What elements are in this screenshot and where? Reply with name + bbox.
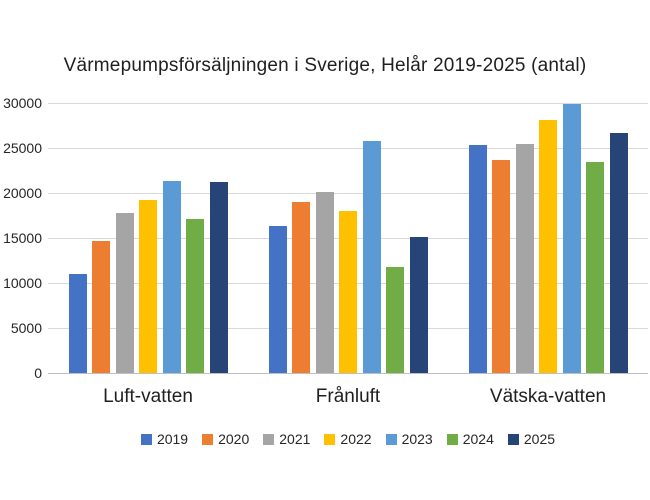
bar-2020	[92, 240, 110, 373]
legend-swatch-icon	[263, 433, 275, 445]
x-axis-category-label: Frånluft	[315, 386, 381, 407]
y-axis-tick-label: 30000	[3, 95, 42, 111]
bar-2022	[139, 200, 157, 373]
bar-2021	[515, 143, 534, 373]
bar-2024	[586, 161, 604, 373]
chart-title: Värmepumpsförsäljningen i Sverige, Helår…	[63, 55, 587, 76]
y-axis-tick-label: 20000	[3, 185, 42, 201]
gridline	[48, 103, 648, 104]
legend-label: 2019	[156, 431, 189, 447]
bar-2021	[315, 192, 334, 373]
bar-2023	[362, 140, 381, 373]
legend-item-2022: 2022	[324, 431, 372, 447]
y-axis-tick-label: 15000	[3, 230, 42, 246]
legend-label: 2025	[523, 431, 556, 447]
legend-label: 2023	[401, 431, 433, 447]
bar-2025	[209, 182, 228, 373]
legend: 2019 2020 2021 2022 2023 2024 2025	[48, 431, 648, 447]
bar-2019	[468, 145, 487, 373]
bar-2022	[339, 211, 357, 373]
legend-swatch-icon	[202, 433, 214, 445]
x-axis-category-label: Vätska-vatten	[489, 386, 607, 407]
legend-item-2020: 2020	[202, 431, 249, 447]
legend-label: 2021	[279, 431, 311, 447]
legend-item-2021: 2021	[263, 431, 310, 447]
legend-item-2024: 2024	[446, 431, 494, 447]
legend-label: 2024	[462, 431, 494, 447]
legend-item-2023: 2023	[385, 431, 433, 447]
bar-2024	[186, 219, 204, 373]
legend-label: 2022	[340, 431, 372, 447]
legend-swatch-icon	[446, 433, 458, 445]
bar-2020	[492, 159, 510, 373]
legend-swatch-icon	[324, 433, 336, 445]
y-axis-tick-label: 25000	[3, 140, 42, 156]
bar-2021	[115, 212, 134, 373]
gridline	[48, 148, 648, 149]
legend-item-2019: 2019	[140, 431, 189, 447]
bar-2023	[562, 103, 581, 373]
x-axis-line	[48, 373, 648, 374]
bar-2023	[162, 181, 181, 373]
y-axis-tick-label: 0	[34, 365, 42, 381]
legend-swatch-icon	[140, 433, 152, 445]
bar-2022	[539, 120, 557, 373]
bar-2025	[409, 237, 428, 373]
bar-2024	[386, 266, 404, 373]
bar-2019	[68, 274, 87, 373]
bar-2025	[609, 132, 628, 373]
bar-2019	[268, 226, 287, 373]
legend-label: 2020	[218, 431, 250, 447]
y-axis-tick-label: 10000	[3, 275, 42, 291]
legend-swatch-icon	[385, 433, 397, 445]
y-axis-tick-label: 5000	[10, 320, 42, 336]
legend-item-2025: 2025	[507, 431, 556, 447]
x-axis-category-label: Luft-vatten	[103, 386, 193, 407]
bar-2020	[292, 202, 310, 373]
legend-swatch-icon	[507, 433, 519, 445]
gridline	[48, 193, 648, 194]
